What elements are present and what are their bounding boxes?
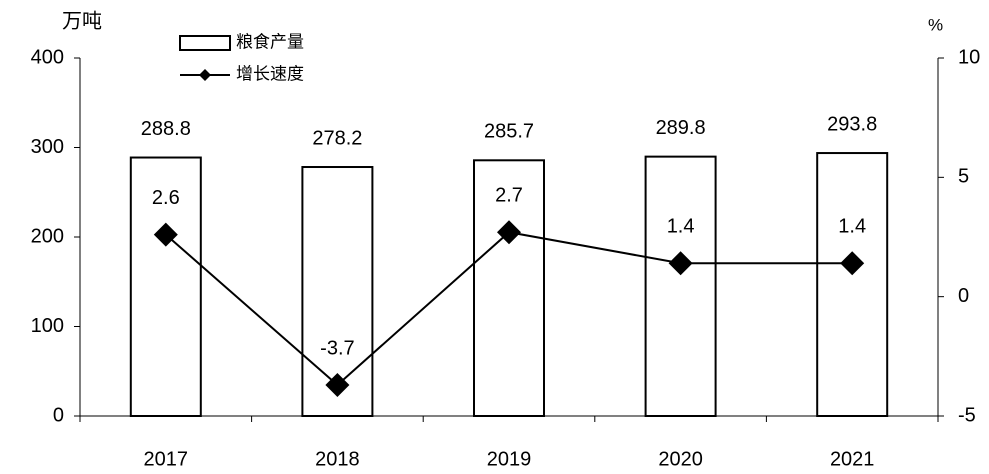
bar bbox=[816, 152, 889, 417]
bar-value-label: 293.8 bbox=[827, 113, 877, 135]
x-tick-label: 2018 bbox=[315, 448, 360, 470]
line-marker bbox=[840, 251, 865, 276]
y2-tick-label: -5 bbox=[958, 404, 976, 426]
line-marker bbox=[325, 372, 350, 397]
y-tick-label: 400 bbox=[31, 46, 64, 68]
bar bbox=[644, 155, 717, 417]
y2-tick-label: 0 bbox=[958, 285, 969, 307]
bar-value-label: 288.8 bbox=[141, 118, 191, 140]
y2-unit: % bbox=[928, 15, 943, 34]
bar bbox=[473, 159, 545, 417]
x-tick-label: 2020 bbox=[658, 448, 703, 470]
x-tick-label: 2021 bbox=[830, 448, 875, 470]
y-unit: 万吨 bbox=[62, 9, 102, 32]
legend-label: 增长速度 bbox=[236, 64, 304, 83]
x-tick-label: 2017 bbox=[144, 448, 189, 470]
y2-tick-label: 5 bbox=[958, 166, 969, 188]
line-marker bbox=[153, 222, 178, 247]
line-marker bbox=[497, 220, 521, 245]
line-value-label: 2.7 bbox=[495, 185, 523, 207]
y2-tick-label: 10 bbox=[958, 46, 980, 68]
bar-value-label: 289.8 bbox=[656, 117, 706, 139]
y-tick-label: 300 bbox=[31, 136, 64, 158]
y-tick-label: 0 bbox=[53, 404, 64, 426]
legend-label: 粮食产量 bbox=[236, 32, 304, 51]
y-tick-label: 200 bbox=[31, 225, 64, 247]
line-value-label: 1.4 bbox=[667, 216, 695, 238]
bar-value-label: 285.7 bbox=[484, 121, 534, 143]
bar bbox=[129, 156, 202, 418]
legend-marker bbox=[199, 69, 211, 81]
y-tick-label: 100 bbox=[31, 315, 64, 337]
x-tick-label: 2019 bbox=[487, 448, 532, 470]
bar-value-label: 278.2 bbox=[312, 127, 362, 149]
legend-swatch bbox=[179, 35, 231, 51]
line-marker bbox=[668, 251, 693, 276]
line-value-label: 1.4 bbox=[838, 216, 866, 238]
line-value-label: 2.6 bbox=[152, 187, 180, 209]
line-value-label: -3.7 bbox=[320, 337, 354, 359]
